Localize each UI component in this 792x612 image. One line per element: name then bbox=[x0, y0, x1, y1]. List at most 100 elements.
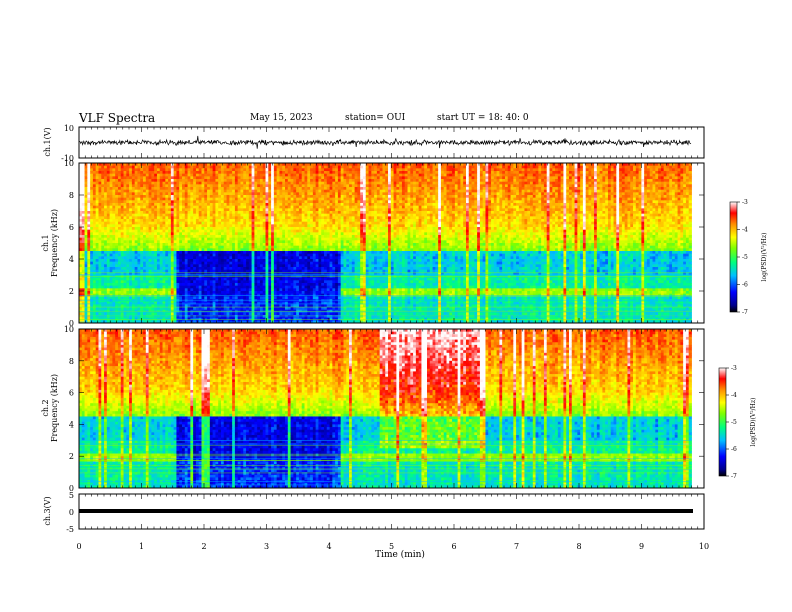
spectrogram-cell bbox=[106, 299, 111, 303]
spectrogram-cell bbox=[112, 216, 116, 220]
spectrogram-cell bbox=[106, 211, 111, 215]
spectrogram-cell bbox=[232, 179, 236, 183]
spectrogram-cell bbox=[131, 307, 136, 311]
spectrogram-cell bbox=[257, 269, 261, 273]
spectrogram-cell bbox=[81, 181, 85, 185]
spectrogram-cell bbox=[287, 259, 291, 263]
spectrogram-cell bbox=[195, 237, 200, 241]
spectrogram-cell bbox=[134, 291, 138, 295]
spectrogram-cell bbox=[129, 173, 133, 177]
spectrogram-cell bbox=[296, 221, 300, 225]
spectrogram-cell bbox=[117, 272, 122, 276]
spectrogram-cell bbox=[148, 240, 152, 244]
spectrogram-cell bbox=[134, 184, 138, 188]
spectrogram-cell bbox=[276, 200, 280, 204]
spectrogram-cell bbox=[223, 299, 227, 303]
spectrogram-cell bbox=[251, 277, 255, 281]
spectrogram-cell bbox=[254, 248, 258, 252]
spectrogram-cell bbox=[271, 251, 275, 255]
spectrogram-cell bbox=[79, 171, 83, 175]
spectrogram-cell bbox=[112, 235, 116, 239]
spectrogram-cell bbox=[223, 245, 227, 249]
spectrogram-cell bbox=[145, 187, 149, 191]
spectrogram-cell bbox=[145, 208, 149, 212]
spectrogram-cell bbox=[190, 261, 194, 265]
spectrogram-cell bbox=[112, 285, 116, 289]
spectrogram-cell bbox=[209, 243, 214, 247]
spectrogram-cell bbox=[170, 179, 175, 183]
spectrogram-cell bbox=[106, 317, 111, 321]
spectrogram-cell bbox=[184, 285, 188, 289]
spectrogram-cell bbox=[248, 173, 253, 177]
spectrogram-cell bbox=[106, 296, 111, 300]
spectrogram-cell bbox=[298, 237, 303, 241]
spectrogram-cell bbox=[182, 296, 186, 300]
spectrogram-cell bbox=[90, 296, 94, 300]
spectrogram-cell bbox=[207, 317, 211, 321]
spectrogram-cell bbox=[296, 312, 300, 316]
spectrogram-cell bbox=[298, 173, 303, 177]
spectrogram-cell bbox=[109, 176, 113, 180]
spectrogram-cell bbox=[209, 213, 214, 217]
spectrogram-cell bbox=[170, 315, 175, 319]
spectrogram-cell bbox=[151, 168, 155, 172]
spectrogram-cell bbox=[223, 293, 227, 297]
spectrogram-cell bbox=[162, 232, 166, 236]
spectrogram-cell bbox=[201, 267, 205, 271]
spectrogram-cell bbox=[129, 256, 133, 260]
spectrogram-cell bbox=[223, 253, 227, 257]
spectrogram-cell bbox=[104, 277, 108, 281]
spectrogram-cell bbox=[246, 229, 250, 233]
spectrogram-cell bbox=[162, 216, 166, 220]
spectrogram-cell bbox=[182, 315, 186, 319]
spectrogram-cell bbox=[220, 221, 225, 225]
spectrogram-cell bbox=[115, 205, 119, 209]
spectrogram-cell bbox=[271, 179, 275, 183]
spectrogram-cell bbox=[148, 189, 152, 193]
spectrogram-cell bbox=[106, 312, 111, 316]
spectrogram-cell bbox=[234, 256, 239, 260]
spectrogram-cell bbox=[271, 227, 275, 231]
spectrogram-cell bbox=[195, 187, 200, 191]
spectrogram-cell bbox=[154, 208, 158, 212]
spectrogram-cell bbox=[101, 299, 105, 303]
spectrogram-cell bbox=[268, 304, 272, 308]
spectrogram-cell bbox=[137, 219, 141, 223]
spectrogram-cell bbox=[212, 304, 216, 308]
spectrogram-cell bbox=[112, 277, 116, 281]
spectrogram-cell bbox=[282, 269, 286, 273]
spectrogram-cell bbox=[154, 253, 158, 257]
spectrogram-cell bbox=[109, 296, 113, 300]
spectrogram-cell bbox=[240, 232, 244, 236]
spectrogram-cell bbox=[290, 315, 294, 319]
spectrogram-cell bbox=[273, 251, 278, 255]
spectrogram-cell bbox=[112, 267, 116, 271]
spectrogram-cell bbox=[287, 171, 291, 175]
spectrogram-cell bbox=[137, 245, 141, 249]
spectrogram-cell bbox=[154, 251, 158, 255]
spectrogram-cell bbox=[151, 208, 155, 212]
spectrogram-cell bbox=[296, 211, 300, 215]
spectrogram-cell bbox=[290, 235, 294, 239]
spectrogram-cell bbox=[131, 173, 136, 177]
spectrogram-cell bbox=[190, 277, 194, 281]
spectrogram-cell bbox=[151, 304, 155, 308]
spectrogram-cell bbox=[98, 235, 102, 239]
spectrogram-cell bbox=[179, 171, 183, 175]
spectrogram-cell bbox=[156, 179, 161, 183]
spectrogram-cell bbox=[109, 187, 113, 191]
spectrogram-cell bbox=[243, 315, 247, 319]
spectrogram-cell bbox=[254, 285, 258, 289]
spectrogram-cell bbox=[276, 208, 280, 212]
spectrogram-cell bbox=[154, 221, 158, 225]
spectrogram-cell bbox=[207, 192, 211, 196]
spectrogram-cell bbox=[296, 219, 300, 223]
spectrogram-cell bbox=[293, 237, 297, 241]
spectrogram-cell bbox=[215, 235, 219, 239]
spectrogram-cell bbox=[106, 272, 111, 276]
spectrogram-cell bbox=[129, 277, 133, 281]
spectrogram-cell bbox=[92, 221, 97, 225]
spectrogram-cell bbox=[170, 216, 175, 220]
spectrogram-cell bbox=[246, 205, 250, 209]
spectrogram-cell bbox=[276, 304, 280, 308]
